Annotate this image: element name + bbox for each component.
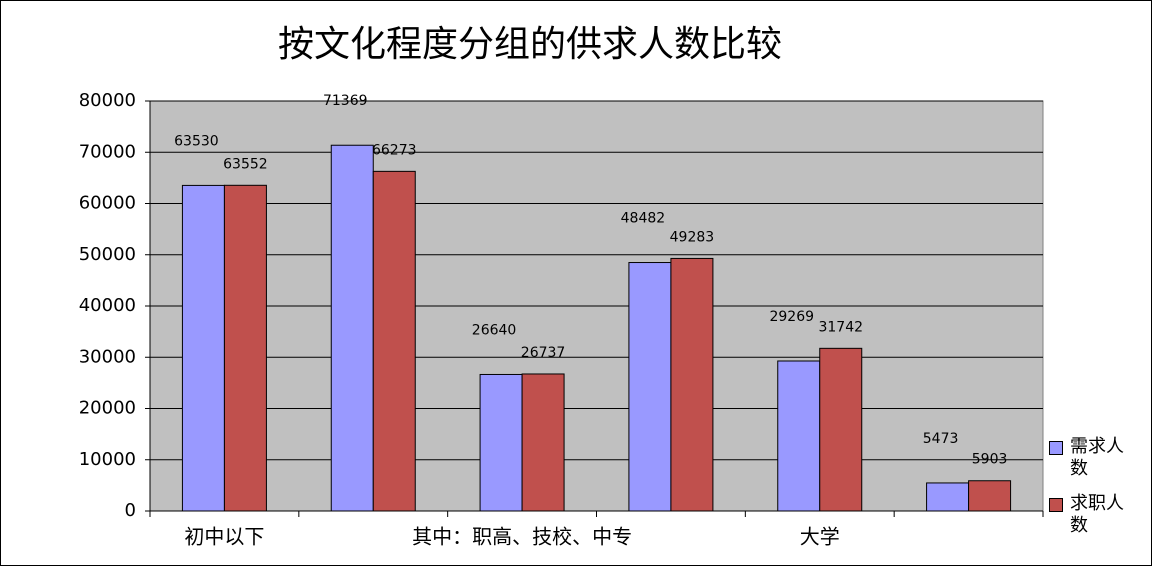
bar <box>521 373 565 512</box>
legend-label: 求职人数 <box>1070 493 1124 536</box>
value-label: 26640 <box>472 322 517 338</box>
value-label: 49283 <box>670 229 715 245</box>
y-tick-label: 0 <box>125 500 136 521</box>
bar <box>968 480 1012 512</box>
y-tick-label: 80000 <box>79 90 136 111</box>
value-label: 5473 <box>923 431 959 447</box>
y-tick-label: 40000 <box>79 295 136 316</box>
value-label: 66273 <box>372 142 417 158</box>
value-label: 71369 <box>323 93 368 109</box>
x-tick-label: 大学 <box>800 525 840 549</box>
y-tick-label: 60000 <box>79 193 136 214</box>
bar <box>372 170 416 512</box>
value-label: 63552 <box>223 156 268 172</box>
chart-title: 按文化程度分组的供求人数比较 <box>278 24 782 65</box>
bar <box>330 144 374 512</box>
value-label: 63530 <box>174 133 219 149</box>
y-tick-label: 10000 <box>79 449 136 470</box>
bar <box>670 257 714 512</box>
value-label: 26737 <box>521 345 566 361</box>
legend-swatch <box>1049 498 1063 512</box>
bar <box>181 184 225 512</box>
bar <box>479 373 523 512</box>
legend-label: 需求人数 <box>1070 436 1124 479</box>
value-label: 5903 <box>972 452 1008 468</box>
bar <box>223 184 267 512</box>
y-tick-label: 50000 <box>79 244 136 265</box>
x-tick-label: 其中：职高、技校、中专 <box>412 525 632 549</box>
legend-swatch <box>1049 441 1063 455</box>
x-tick-label: 初中以下 <box>184 525 264 549</box>
bar <box>819 347 863 512</box>
bar <box>926 482 970 512</box>
value-label: 31742 <box>818 319 863 335</box>
y-tick-label: 70000 <box>79 141 136 162</box>
y-tick-label: 30000 <box>79 346 136 367</box>
y-tick-label: 20000 <box>79 398 136 419</box>
bar <box>628 262 672 512</box>
value-label: 29269 <box>769 309 814 325</box>
value-label: 48482 <box>621 211 666 227</box>
bar <box>777 360 821 512</box>
